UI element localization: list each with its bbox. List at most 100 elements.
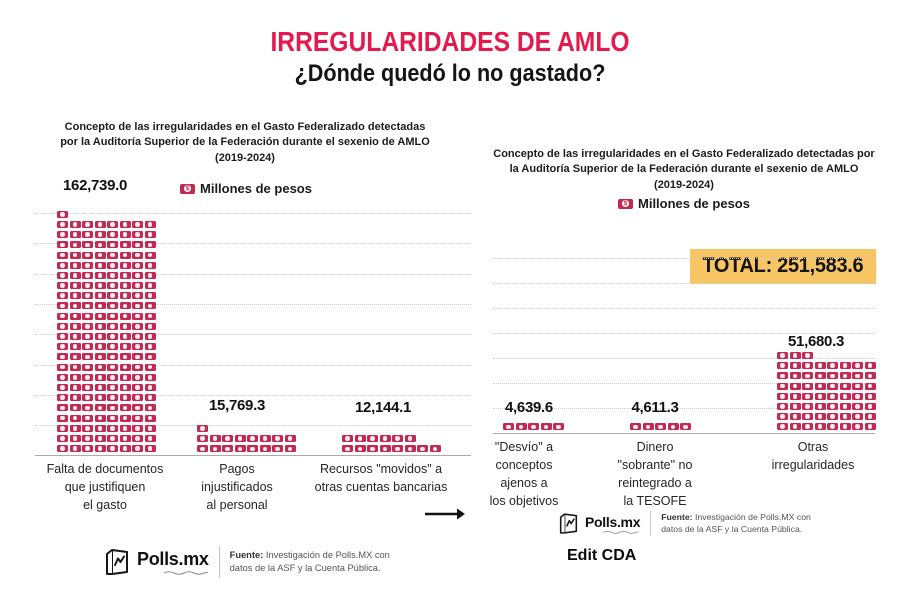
banknote-icon	[94, 271, 106, 279]
bill-row	[57, 444, 156, 454]
banknote-icon	[119, 383, 131, 391]
banknote-icon	[119, 424, 131, 432]
pictogram-bar	[777, 350, 876, 432]
banknote-icon	[119, 404, 131, 412]
banknote-icon	[864, 362, 876, 370]
banknote-icon	[839, 382, 851, 390]
bill-row	[630, 422, 691, 432]
banknote-icon	[57, 312, 68, 320]
banknote-icon	[107, 241, 118, 249]
banknote-icon	[259, 445, 271, 453]
banknote-icon	[839, 392, 851, 400]
banknote-icon	[802, 413, 813, 421]
bill-row	[57, 260, 156, 270]
bill-row	[57, 291, 156, 301]
banknote-icon	[69, 373, 81, 381]
page-title: IRREGULARIDADES DE AMLO	[270, 26, 630, 57]
bill-row	[777, 361, 876, 371]
banknote-icon	[667, 423, 679, 431]
banknote-icon	[94, 394, 106, 402]
banknote-icon	[197, 445, 208, 453]
banknote-icon	[144, 363, 156, 371]
bar-category-label: Otras irregularidades	[771, 440, 855, 473]
gridline	[35, 213, 471, 214]
source-label: Fuente:	[229, 550, 264, 561]
banknote-icon	[144, 383, 156, 391]
banknote-icon	[119, 241, 131, 249]
banknote-icon	[197, 424, 208, 432]
banknote-icon	[69, 414, 81, 422]
banknote-icon	[82, 414, 93, 422]
banknote-icon	[94, 414, 106, 422]
banknote-icon	[503, 423, 514, 431]
source-footer: Polls.mx Fuente: Investigación de Polls.…	[101, 546, 408, 578]
banknote-icon	[789, 382, 801, 390]
banknote-icon	[144, 241, 156, 249]
banknote-icon	[69, 292, 81, 300]
banknote-icon	[367, 445, 378, 453]
banknote-icon	[144, 261, 156, 269]
banknote-icon	[57, 445, 68, 453]
banknote-icon	[82, 404, 93, 412]
banknote-icon	[852, 372, 863, 380]
gridline	[493, 308, 875, 309]
banknote-icon	[802, 402, 813, 410]
bar-category-label: Falta de documentos que justifiquen el g…	[46, 462, 164, 513]
banknote-icon	[342, 445, 353, 453]
banknote-icon	[132, 322, 143, 330]
bill-row	[57, 301, 156, 311]
banknote-icon	[107, 373, 118, 381]
banknote-icon	[839, 402, 851, 410]
banknote-icon	[57, 373, 68, 381]
bill-row	[57, 403, 156, 413]
total-badge: TOTAL: 251,583.6	[690, 249, 876, 284]
banknote-icon	[642, 423, 654, 431]
pollsmx-logo-icon	[106, 549, 128, 575]
bill-row	[57, 433, 156, 443]
banknote-icon	[852, 402, 863, 410]
bar-category-label: Pagos injustificados al personal	[201, 462, 273, 513]
source-text: Fuente: Investigación de Polls.MX con da…	[229, 550, 390, 573]
bill-row	[57, 342, 156, 352]
banknote-icon	[69, 353, 81, 361]
banknote-icon	[802, 362, 813, 370]
banknote-icon	[107, 445, 118, 453]
banknote-icon	[132, 231, 143, 239]
bill-row	[57, 321, 156, 331]
bill-row	[57, 352, 156, 362]
banknote-icon	[94, 322, 106, 330]
pictogram-bar	[57, 209, 156, 454]
banknote-icon	[259, 435, 271, 443]
banknote-icon	[94, 261, 106, 269]
banknote-icon	[132, 353, 143, 361]
gridline	[493, 283, 875, 284]
banknote-icon	[107, 363, 118, 371]
banknote-icon	[144, 445, 156, 453]
banknote-icon	[94, 241, 106, 249]
banknote-icon	[82, 434, 93, 442]
banknote-icon	[789, 413, 801, 421]
gridline	[493, 333, 875, 334]
banknote-icon	[132, 394, 143, 402]
banknote-icon	[132, 343, 143, 351]
source-footer: Polls.mx Fuente: Investigación de Polls.…	[556, 511, 829, 536]
banknote-icon	[144, 220, 156, 228]
banknote-icon	[82, 363, 93, 371]
banknote-icon	[132, 241, 143, 249]
banknote-icon	[132, 271, 143, 279]
banknote-icon	[284, 435, 296, 443]
banknote-icon	[94, 282, 106, 290]
banknote-icon	[57, 271, 68, 279]
banknote-icon	[94, 343, 106, 351]
banknote-icon	[852, 362, 863, 370]
banknote-icon	[839, 362, 851, 370]
banknote-icon	[144, 333, 156, 341]
banknote-icon	[57, 251, 68, 259]
legend-label: Millones de pesos	[200, 181, 312, 196]
banknote-icon	[777, 372, 788, 380]
banknote-icon	[827, 392, 838, 400]
banknote-icon	[802, 351, 813, 359]
banknote-icon	[132, 363, 143, 371]
banknote-icon	[618, 198, 633, 209]
pollsmx-logo-icon	[559, 513, 578, 534]
